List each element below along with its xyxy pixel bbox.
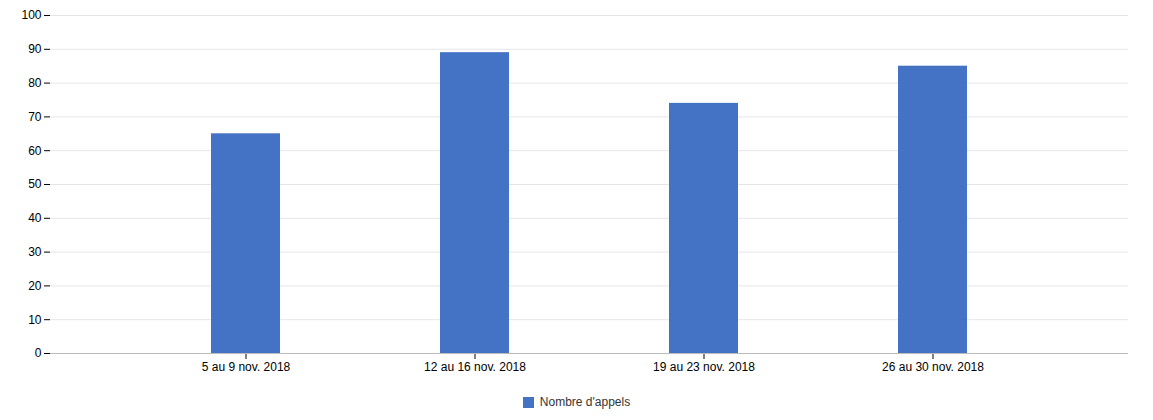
svg-text:60: 60: [28, 144, 42, 158]
svg-text:90: 90: [28, 42, 42, 56]
svg-text:40: 40: [28, 211, 42, 225]
svg-text:100: 100: [21, 8, 41, 22]
svg-text:5 au 9 nov. 2018: 5 au 9 nov. 2018: [202, 360, 291, 374]
svg-text:26 au 30 nov. 2018: 26 au 30 nov. 2018: [882, 360, 984, 374]
svg-text:12 au 16 nov. 2018: 12 au 16 nov. 2018: [424, 360, 526, 374]
html-text:Nombre d'appels: Nombre d'appels: [539, 395, 631, 409]
svg-text:19 au 23 nov. 2018: 19 au 23 nov. 2018: [653, 360, 755, 374]
svg-text:50: 50: [28, 177, 42, 191]
svg-text:20: 20: [28, 279, 42, 293]
svg-text:70: 70: [28, 110, 42, 124]
svg-text:10: 10: [28, 313, 42, 327]
svg-text:80: 80: [28, 76, 42, 90]
svg-text:30: 30: [28, 245, 42, 259]
svg-text:0: 0: [35, 346, 42, 360]
